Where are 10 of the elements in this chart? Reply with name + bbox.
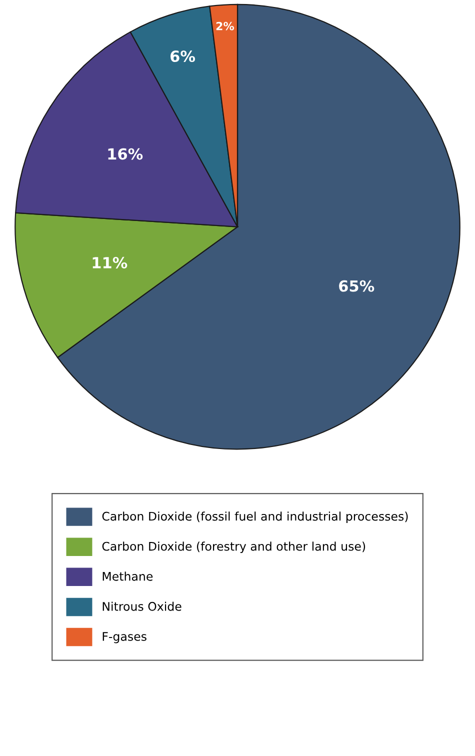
data-label: 11% [92, 256, 128, 268]
data-label: 6% [170, 50, 196, 62]
legend-label: F-gases [102, 632, 146, 644]
legend-label: Methane [102, 572, 153, 581]
data-label: 2% [216, 22, 234, 30]
legend-label: Nitrous Oxide [102, 602, 182, 611]
legend-label: Carbon Dioxide (forestry and other land use) [102, 542, 366, 554]
data-label: 65% [339, 280, 374, 292]
data-label: 16% [108, 148, 143, 160]
legend-label: Carbon Dioxide (fossil fuel and industrial processes) [102, 512, 408, 524]
